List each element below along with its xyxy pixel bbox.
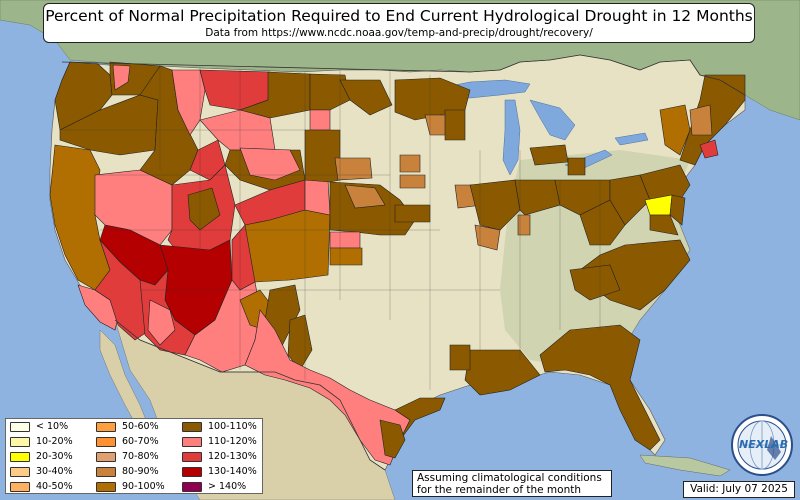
legend-swatch bbox=[182, 466, 202, 477]
legend-item: 40-50% bbox=[10, 481, 73, 493]
valid-date: Valid: July 07 2025 bbox=[683, 481, 795, 498]
legend-swatch bbox=[182, 436, 202, 447]
cuba-land bbox=[639, 454, 731, 477]
legend-item: 120-130% bbox=[182, 451, 257, 463]
us-mexico-border bbox=[114, 319, 386, 471]
legend-item: 60-70% bbox=[96, 436, 159, 448]
legend-item: 70-80% bbox=[96, 451, 159, 463]
note-line2: for the remainder of the month bbox=[417, 484, 582, 496]
legend-item: 100-110% bbox=[182, 421, 257, 433]
legend-item: 10-20% bbox=[10, 436, 73, 448]
legend-swatch bbox=[10, 451, 30, 462]
legend-swatch bbox=[10, 436, 30, 447]
legend-swatch bbox=[96, 481, 116, 492]
region-virginia-coast bbox=[649, 214, 679, 236]
legend-label: > 140% bbox=[208, 481, 247, 492]
region-ny-light bbox=[689, 104, 713, 136]
legend-label: 110-120% bbox=[208, 436, 257, 447]
legend-swatch bbox=[96, 451, 116, 462]
region-ny-patch bbox=[659, 104, 691, 156]
region-nebraska-light bbox=[344, 184, 386, 209]
region-iowa-patch2 bbox=[399, 174, 426, 189]
region-arizona-pink bbox=[147, 299, 176, 346]
legend-item: 110-120% bbox=[182, 436, 257, 448]
drought-regions bbox=[49, 61, 746, 466]
legend-item: 50-60% bbox=[96, 421, 159, 433]
region-iowa-patch bbox=[399, 154, 421, 173]
region-texas-panhandle-east bbox=[287, 314, 313, 371]
legend-item: 90-100% bbox=[96, 481, 165, 493]
legend-swatch bbox=[182, 421, 202, 432]
legend-swatch bbox=[182, 481, 202, 492]
us-canada-border bbox=[61, 54, 746, 96]
region-illinois-south bbox=[474, 224, 501, 251]
legend-swatch bbox=[10, 466, 30, 477]
legend-swatch bbox=[182, 451, 202, 462]
region-oregon-east bbox=[59, 94, 159, 156]
region-sd bbox=[304, 129, 341, 183]
legend-label: 120-130% bbox=[208, 451, 257, 462]
legend-item: < 10% bbox=[10, 421, 68, 433]
lake-huron bbox=[529, 99, 576, 141]
region-wv bbox=[609, 174, 651, 226]
legend-label: 50-60% bbox=[122, 421, 159, 432]
legend-label: 90-100% bbox=[122, 481, 165, 492]
region-kansas-brown bbox=[329, 247, 363, 266]
map-subtitle: Data from https://www.ncdc.noaa.gov/temp… bbox=[205, 27, 593, 39]
legend-item: 30-40% bbox=[10, 466, 73, 478]
state-borders bbox=[62, 66, 601, 390]
legend-label: 100-110% bbox=[208, 421, 257, 432]
legend-label: 60-70% bbox=[122, 436, 159, 447]
legend-swatch bbox=[10, 421, 30, 432]
region-tn bbox=[569, 264, 621, 301]
note-box: Assuming climatological conditions for t… bbox=[412, 470, 612, 497]
region-texas-south bbox=[379, 419, 406, 459]
legend-label: 20-30% bbox=[36, 451, 73, 462]
legend: < 10% 10-20% 20-30% 30-40% 40-50% 50-60% 60-70… bbox=[5, 418, 263, 494]
legend-label: 70-80% bbox=[122, 451, 159, 462]
legend-swatch bbox=[10, 481, 30, 492]
region-dakotas-patch bbox=[309, 109, 331, 131]
region-sd-light bbox=[334, 157, 373, 181]
legend-swatch bbox=[96, 466, 116, 477]
logo-label: NEXLAB bbox=[739, 438, 789, 451]
region-indiana bbox=[514, 179, 561, 216]
lake-ontario bbox=[614, 132, 649, 146]
region-iowa-brown bbox=[394, 204, 431, 223]
legend-item: 20-30% bbox=[10, 451, 73, 463]
region-utah-brown bbox=[187, 187, 221, 231]
region-kentucky bbox=[579, 199, 626, 246]
region-mn-east bbox=[444, 109, 466, 141]
legend-label: < 10% bbox=[36, 421, 69, 432]
legend-swatch bbox=[96, 421, 116, 432]
legend-item: 130-140% bbox=[182, 466, 257, 478]
region-ct-red bbox=[699, 139, 719, 159]
region-georgia-florida bbox=[539, 324, 661, 451]
legend-label: 80-90% bbox=[122, 466, 159, 477]
region-kansas-patch bbox=[329, 231, 361, 249]
legend-item: > 140% bbox=[182, 481, 246, 493]
map-title: Percent of Normal Precipitation Required… bbox=[45, 7, 753, 25]
region-louisiana bbox=[449, 344, 471, 371]
legend-label: 130-140% bbox=[208, 466, 257, 477]
title-box: Percent of Normal Precipitation Required… bbox=[43, 3, 755, 43]
region-nd-east bbox=[339, 79, 393, 116]
legend-item: 80-90% bbox=[96, 466, 159, 478]
lake-michigan bbox=[502, 99, 521, 176]
region-michigan-patch2 bbox=[567, 157, 586, 176]
globe-logo-icon: NEXLAB bbox=[731, 414, 793, 476]
note-line1: Assuming climatological conditions bbox=[417, 472, 602, 484]
legend-swatch bbox=[96, 436, 116, 447]
region-colorado-red bbox=[304, 179, 331, 216]
legend-label: 30-40% bbox=[36, 466, 73, 477]
legend-label: 40-50% bbox=[36, 481, 73, 492]
legend-label: 10-20% bbox=[36, 436, 73, 447]
region-texas-gulf bbox=[394, 397, 446, 441]
region-indiana-light bbox=[517, 214, 531, 236]
region-michigan-patch bbox=[529, 144, 569, 166]
region-washington-red bbox=[112, 64, 131, 91]
region-delaware bbox=[669, 194, 686, 226]
